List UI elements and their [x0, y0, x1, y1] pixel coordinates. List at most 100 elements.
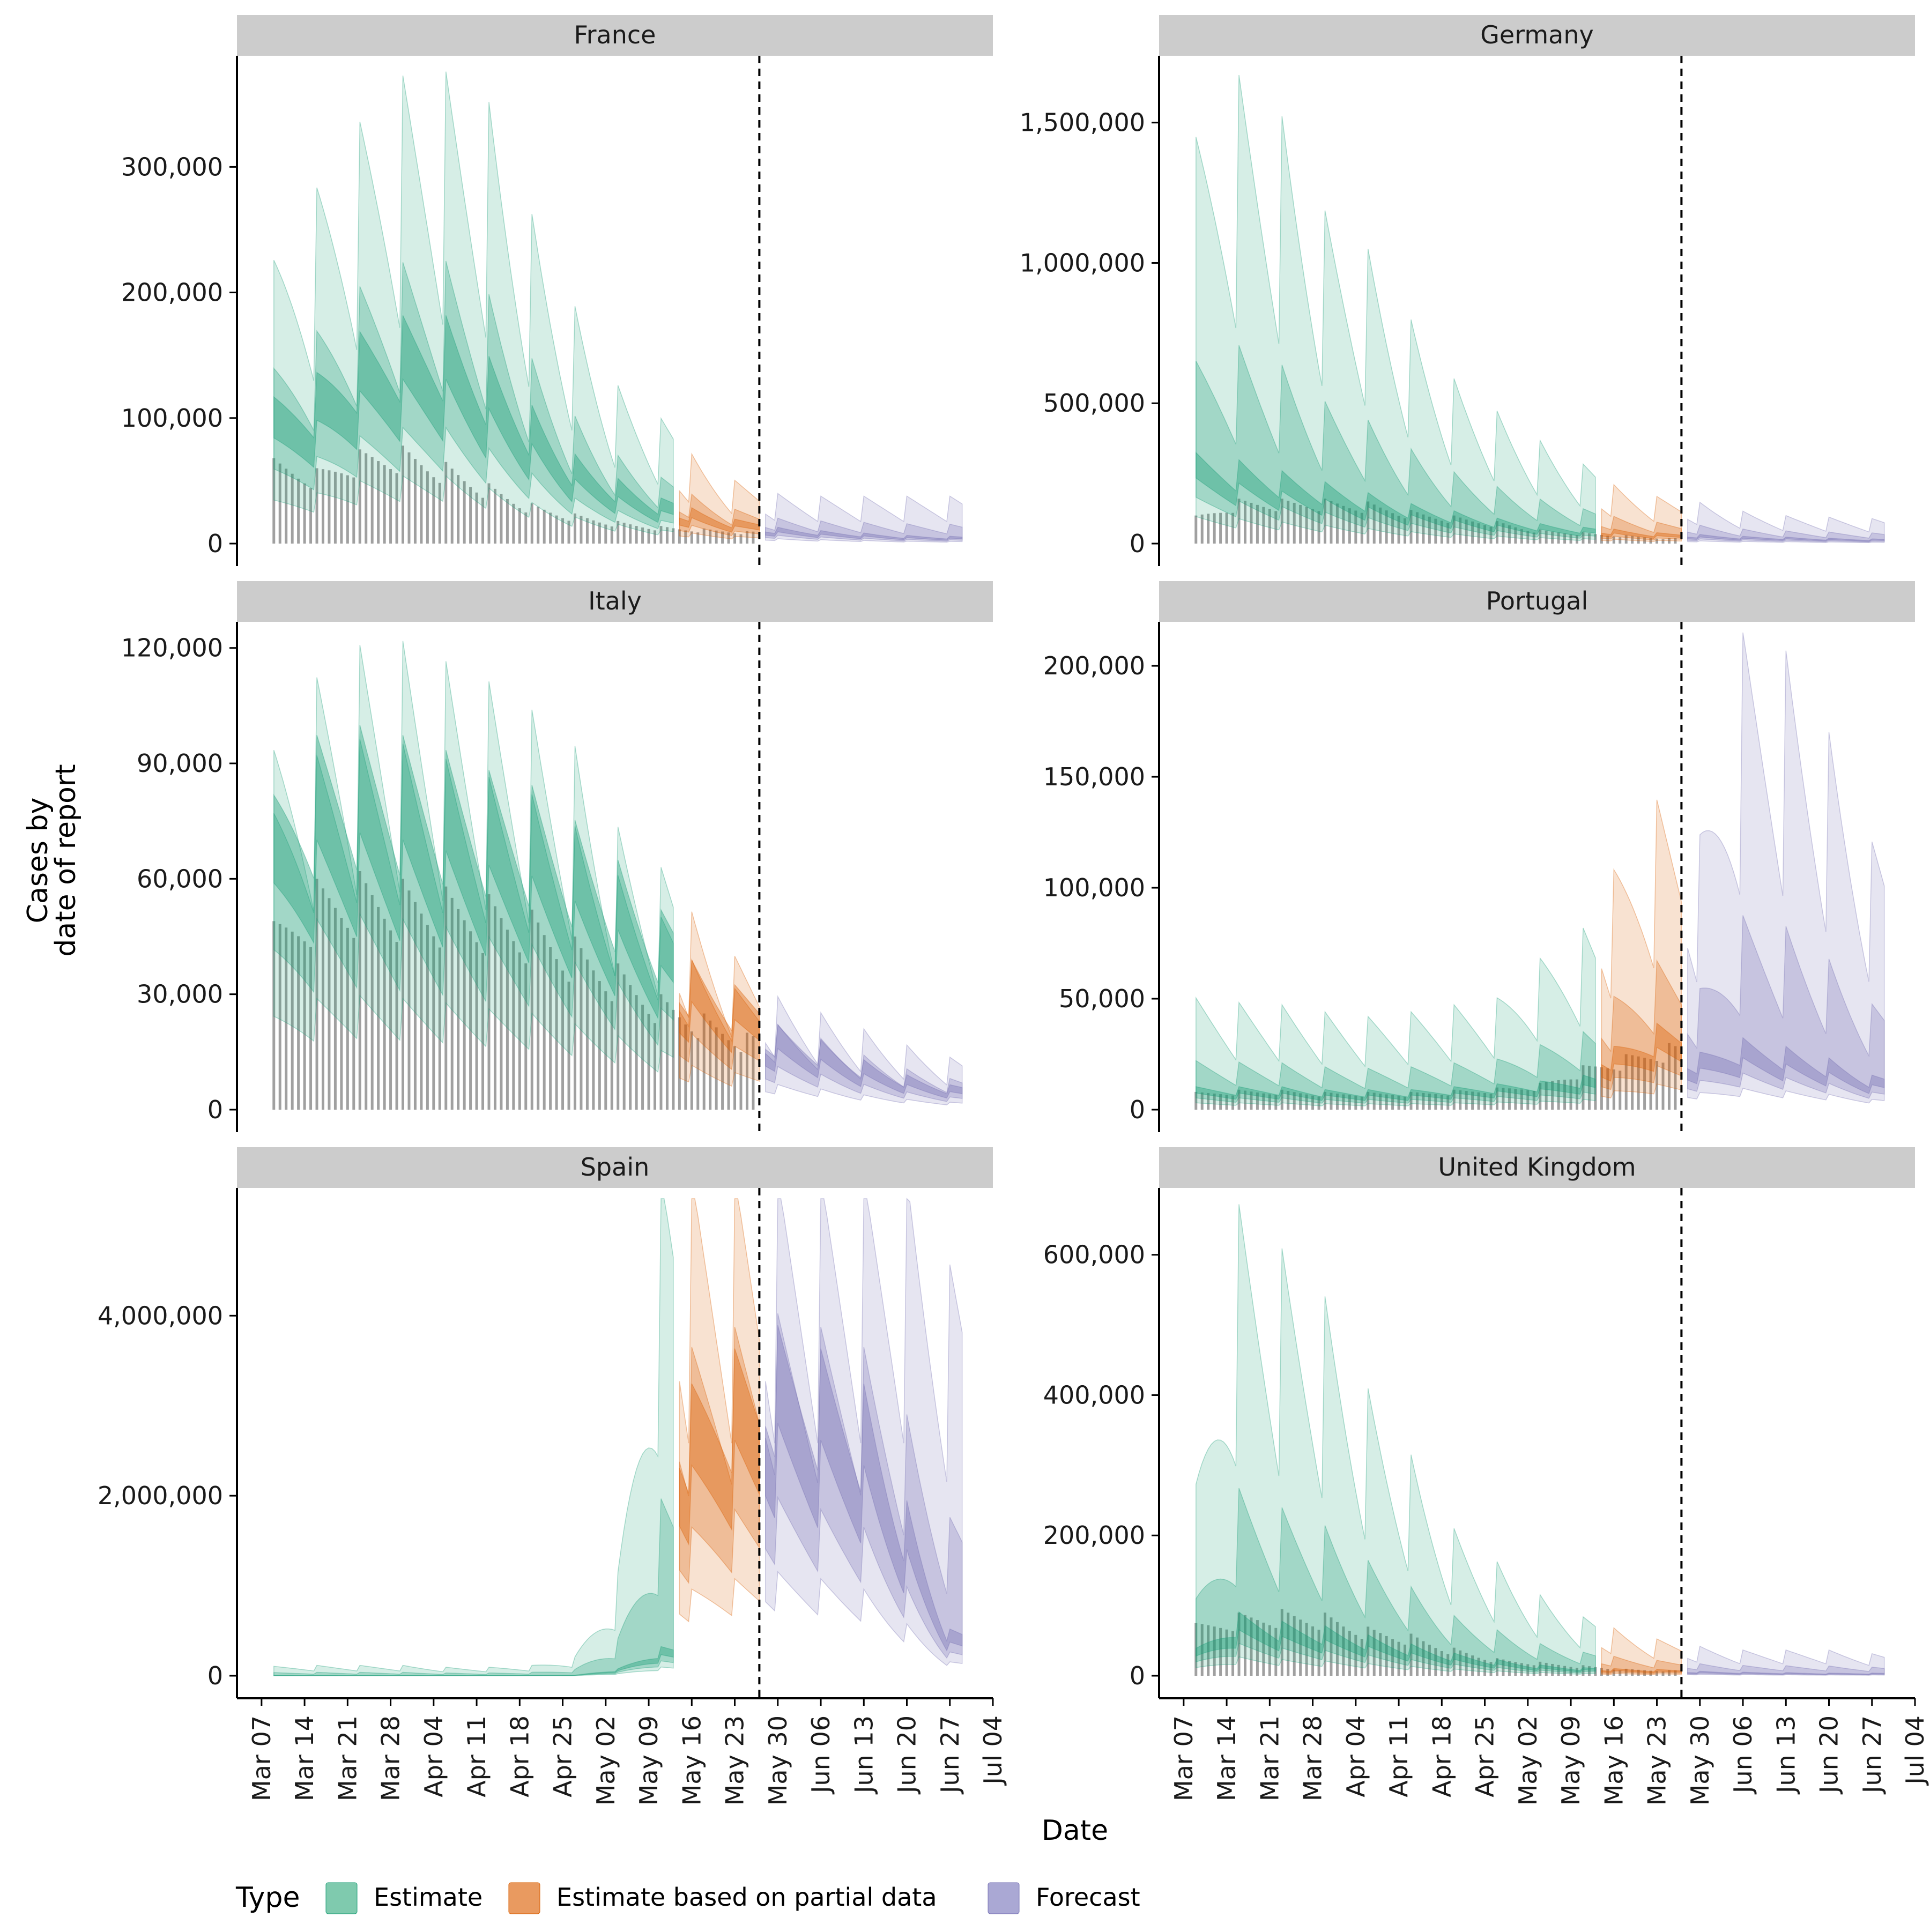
y-tick-label: 200,000 [1043, 1521, 1145, 1550]
reported-bar [1489, 526, 1493, 544]
reported-bar [1514, 1662, 1517, 1676]
ribbon-partial [679, 452, 760, 540]
reported-bar [555, 515, 558, 544]
x-tick-label: Jun 20 [1815, 1715, 1844, 1795]
reported-bar [1649, 538, 1652, 544]
reported-bar [1225, 1629, 1228, 1676]
reported-bar [537, 922, 540, 1110]
reported-bar [333, 471, 337, 544]
reported-bar [1520, 1089, 1523, 1110]
reported-bar [647, 1014, 650, 1110]
reported-bar [567, 521, 570, 544]
reported-bar [1545, 1662, 1548, 1676]
credible-band-1 [273, 71, 674, 536]
reported-bar [407, 890, 411, 1110]
reported-bar [463, 920, 466, 1110]
reported-bar [1324, 1613, 1327, 1676]
ribbon-partial [679, 911, 760, 1087]
reported-bar [1379, 507, 1382, 544]
credible-band-3 [1601, 1668, 1682, 1674]
y-tick-label: 100,000 [1043, 873, 1145, 902]
reported-bar [1563, 1080, 1567, 1110]
reported-bar [426, 925, 429, 1110]
x-tick-label: May 16 [1599, 1715, 1628, 1805]
y-tick-label: 90,000 [137, 749, 223, 778]
reported-bar [1287, 1613, 1290, 1676]
reported-bar [1600, 1067, 1603, 1110]
reported-bar [635, 995, 638, 1110]
reported-bar [1446, 523, 1450, 544]
reported-bar [1502, 523, 1505, 544]
y-ticks: 0 2,000,000 4,000,000 [98, 1301, 237, 1690]
panel-title: France [574, 20, 656, 49]
reported-bar [1587, 1066, 1591, 1110]
y-tick-label: 100,000 [121, 404, 223, 433]
panel-title: United Kingdom [1438, 1153, 1636, 1182]
panel-strip [237, 581, 993, 622]
reported-bar [1631, 1055, 1634, 1110]
reported-bar [1508, 525, 1511, 544]
y-tick-label: 1,000,000 [1020, 248, 1145, 277]
reported-bar [438, 482, 441, 544]
credible-band-3 [1196, 451, 1596, 537]
y-tick-label: 400,000 [1043, 1380, 1145, 1409]
reported-bar [1213, 1093, 1216, 1110]
legend-label-forecast: Forecast [1036, 1883, 1140, 1912]
reported-bar [1409, 1633, 1413, 1676]
y-tick-label: 0 [1130, 529, 1145, 558]
x-tick-label: Apr 11 [1384, 1715, 1413, 1797]
reported-bar [1194, 1091, 1198, 1110]
reported-bar [1280, 1089, 1283, 1110]
x-tick-label: Jun 06 [1728, 1715, 1757, 1795]
reported-bar [1557, 1665, 1560, 1676]
reported-bar [647, 529, 650, 544]
reported-bar [709, 1020, 712, 1110]
legend-title: Type [235, 1882, 300, 1914]
reported-bar [1551, 1663, 1554, 1676]
ribbon-partial [1601, 799, 1682, 1098]
reported-bar [1661, 1671, 1665, 1676]
panel-italy: Italy 0 30,000 60,000 90,000 120,000 [121, 581, 993, 1132]
ribbon-forecast [765, 493, 963, 543]
reported-bar [1225, 1095, 1228, 1110]
y-tick-label: 0 [207, 529, 223, 558]
reported-bar [1237, 1089, 1241, 1110]
reported-bar [1569, 534, 1572, 544]
credible-band-2 [273, 1498, 674, 1676]
reported-bar [506, 930, 509, 1110]
reported-bar [340, 918, 343, 1110]
reported-bar [1459, 1650, 1462, 1676]
reported-bar [291, 931, 294, 1110]
reported-bar [1637, 1669, 1640, 1676]
reported-bar [1563, 1666, 1567, 1676]
reported-bar [370, 895, 374, 1110]
credible-band-1 [1196, 1204, 1596, 1675]
reported-bar [1317, 1630, 1320, 1676]
ribbon-estimate [273, 1198, 674, 1676]
y-tick-label: 0 [207, 1095, 223, 1124]
credible-band-1 [1687, 1645, 1885, 1676]
reported-bar [1354, 1634, 1357, 1676]
reported-bar [303, 941, 306, 1110]
reported-bar [1532, 1090, 1535, 1110]
panel-united-kingdom: United Kingdom 0 200,000 400,000 600,000 Mar … [1043, 1147, 1929, 1805]
reported-bar [1207, 1625, 1210, 1676]
reported-bar [1348, 508, 1351, 544]
reported-bars [1194, 1609, 1677, 1676]
reported-bar [1330, 1617, 1333, 1676]
x-tick-label: Jul 04 [1901, 1715, 1929, 1786]
reported-bar [715, 1027, 718, 1110]
reported-bar [1262, 1622, 1265, 1676]
x-ticks: Mar 07 Mar 14 Mar 21 Mar 28 Apr 04 Apr 11 Apr … [1169, 1698, 1929, 1805]
reported-bar [518, 952, 521, 1110]
panel-title: Germany [1480, 20, 1593, 49]
ribbon-estimate [1196, 927, 1596, 1106]
ribbon-estimate [273, 71, 674, 536]
reported-bars [1194, 499, 1677, 544]
reported-bar [1624, 1668, 1628, 1676]
credible-band-3 [679, 1348, 760, 1546]
reported-bar [1317, 1096, 1320, 1110]
reported-bar [365, 883, 368, 1110]
reported-bar [1262, 507, 1265, 544]
